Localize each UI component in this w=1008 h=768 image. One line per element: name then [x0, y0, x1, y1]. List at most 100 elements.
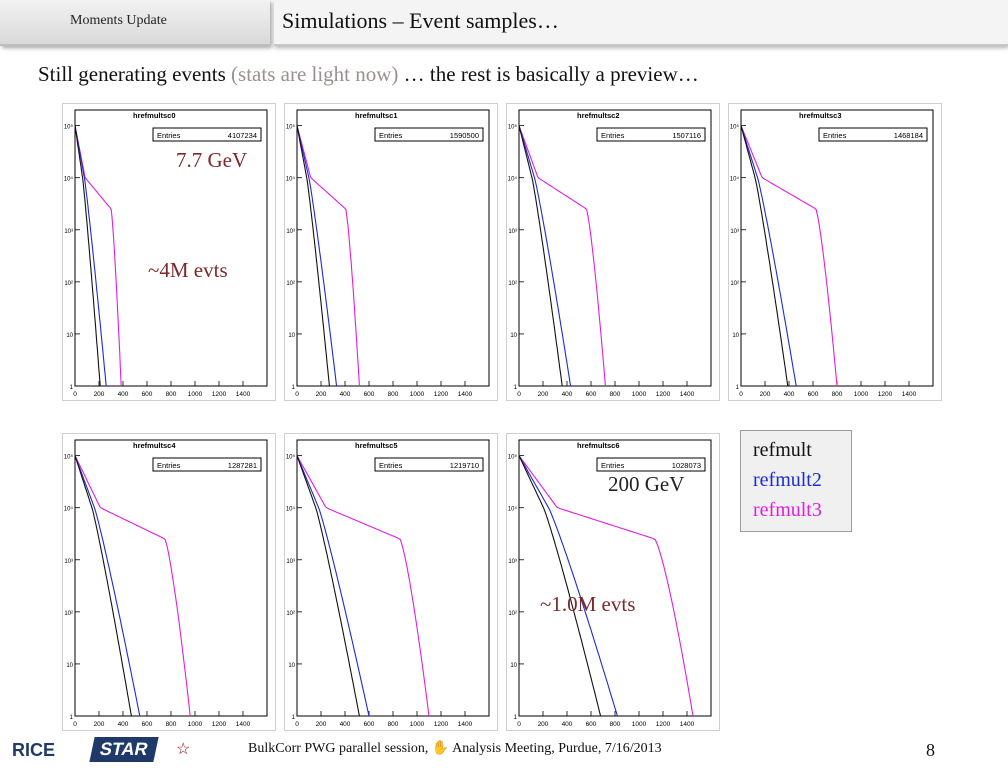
histogram-curve: [740, 125, 789, 387]
events-label-low: ~4M evts: [148, 258, 228, 282]
histogram-curve: [518, 455, 618, 717]
stats-entries-label: Entries: [601, 461, 625, 470]
histogram-panel-1: 1 10 10² 10³ 10⁴ 10⁵ 0 200 400 600 800 1000 1200 1400…: [284, 103, 498, 401]
y-tick-label: 10⁴: [286, 506, 296, 513]
x-tick-label: 1200: [878, 391, 893, 398]
histogram-curve: [518, 125, 563, 387]
legend-item-refmult2: refmult2: [753, 469, 822, 491]
x-tick-label: 1200: [656, 391, 671, 398]
histogram-curve: [518, 125, 572, 387]
histogram-panel-5: 1 10 10² 10³ 10⁴ 10⁵ 0 200 400 600 800 1000 1200 1400…: [284, 433, 498, 731]
y-tick-label: 10: [66, 333, 73, 339]
histogram-svg: 1 10 10² 10³ 10⁴ 10⁵ 0 200 400 600 800 1000 1200 1400…: [64, 439, 268, 728]
x-tick-label: 200: [316, 391, 327, 398]
histogram-panel-2: 1 10 10² 10³ 10⁴ 10⁵ 0 200 400 600 800 1000 1200 1400…: [506, 103, 720, 401]
x-tick-label: 1000: [188, 391, 203, 398]
slide-title-bar: Simulations – Event samples…: [274, 0, 1008, 46]
x-tick-label: 0: [739, 391, 743, 398]
x-tick-label: 800: [166, 721, 177, 728]
x-tick-label: 0: [517, 721, 521, 728]
y-tick-label: 10³: [508, 229, 517, 235]
histogram-curve: [74, 125, 101, 387]
y-tick-label: 10²: [508, 611, 517, 617]
y-tick-label: 10⁵: [730, 124, 740, 131]
histogram-panel-6: 1 10 10² 10³ 10⁴ 10⁵ 0 200 400 600 800 1000 1200 1400…: [506, 433, 720, 731]
x-tick-label: 1000: [632, 721, 647, 728]
section-tab: Moments Update: [0, 0, 270, 46]
stats-entries-value: 1468184: [894, 131, 923, 140]
histogram-curve: [296, 455, 360, 717]
stats-entries-value: 1028073: [672, 461, 701, 470]
y-tick-label: 10²: [730, 281, 739, 287]
x-tick-label: 600: [142, 721, 153, 728]
x-tick-label: 1200: [656, 721, 671, 728]
x-tick-label: 1400: [458, 721, 473, 728]
histogram-curve: [74, 455, 132, 717]
x-tick-label: 600: [586, 721, 597, 728]
x-tick-label: 1200: [434, 721, 449, 728]
y-tick-label: 1: [292, 385, 296, 391]
y-tick-label: 10²: [64, 611, 73, 617]
subtitle-part3: … the rest is basically a preview…: [398, 62, 699, 86]
histogram-curve: [296, 455, 370, 717]
x-tick-label: 0: [517, 391, 521, 398]
histogram-title: hrefmultsc6: [577, 441, 620, 450]
stats-entries-label: Entries: [157, 461, 181, 470]
x-tick-label: 200: [94, 721, 105, 728]
histogram-curve: [518, 455, 694, 717]
y-tick-label: 10: [288, 333, 295, 339]
histogram-svg: 1 10 10² 10³ 10⁴ 10⁵ 0 200 400 600 800 1000 1200 1400…: [286, 109, 490, 398]
stats-entries-value: 1590500: [450, 131, 479, 140]
x-tick-label: 600: [142, 391, 153, 398]
events-label-high: ~1.0M evts: [540, 592, 636, 616]
histogram-svg: 1 10 10² 10³ 10⁴ 10⁵ 0 200 400 600 800 1000 1200 1400…: [508, 109, 712, 398]
x-tick-label: 0: [73, 721, 77, 728]
star-logo: STAR: [89, 737, 159, 762]
y-tick-label: 1: [514, 385, 518, 391]
rice-logo: RICE: [12, 740, 56, 760]
stats-entries-value: 4107234: [228, 131, 257, 140]
y-tick-label: 1: [70, 715, 74, 721]
histogram-curve: [740, 125, 838, 387]
y-tick-label: 10²: [508, 281, 517, 287]
y-tick-label: 10: [510, 333, 517, 339]
histogram-title: hrefmultsc4: [133, 441, 176, 450]
y-tick-label: 1: [514, 715, 518, 721]
energy-label-high: 200 GeV: [608, 472, 685, 496]
y-tick-label: 10²: [286, 611, 295, 617]
histogram-curve: [74, 455, 191, 717]
subtitle-part1: Still generating events: [38, 62, 232, 86]
x-tick-label: 400: [562, 391, 573, 398]
y-tick-label: 10³: [730, 229, 739, 235]
histogram-panel-3: 1 10 10² 10³ 10⁴ 10⁵ 0 200 400 600 800 1000 1200 1400…: [728, 103, 942, 401]
x-tick-label: 1400: [236, 721, 251, 728]
y-tick-label: 10: [510, 663, 517, 669]
x-tick-label: 1000: [854, 391, 869, 398]
stats-entries-label: Entries: [601, 131, 625, 140]
histogram-curve: [74, 125, 107, 387]
x-tick-label: 1400: [236, 391, 251, 398]
stats-entries-value: 1219710: [450, 461, 479, 470]
y-tick-label: 10⁴: [64, 176, 74, 183]
subtitle-part2: (stats are light now): [231, 62, 399, 86]
y-tick-label: 10³: [64, 559, 73, 565]
histogram-title: hrefmultsc1: [355, 111, 398, 120]
x-tick-label: 1000: [410, 391, 425, 398]
x-tick-label: 1400: [680, 721, 695, 728]
x-tick-label: 800: [388, 391, 399, 398]
slide-title: Simulations – Event samples…: [282, 8, 559, 33]
x-tick-label: 1200: [212, 391, 227, 398]
x-tick-label: 800: [166, 391, 177, 398]
y-tick-label: 10⁴: [508, 506, 518, 513]
histogram-title: hrefmultsc2: [577, 111, 620, 120]
x-tick-label: 1000: [632, 391, 647, 398]
x-tick-label: 800: [610, 391, 621, 398]
histogram-curve: [296, 455, 430, 717]
y-tick-label: 10⁴: [64, 506, 74, 513]
histogram-panel-0: 1 10 10² 10³ 10⁴ 10⁵ 0 200 400 600 800 1000 1200 1400…: [62, 103, 276, 401]
histogram-curve: [296, 125, 330, 387]
x-tick-label: 1000: [410, 721, 425, 728]
y-tick-label: 10: [66, 663, 73, 669]
star-icon: ☆: [176, 741, 191, 758]
histogram-svg: 1 10 10² 10³ 10⁴ 10⁵ 0 200 400 600 800 1000 1200 1400…: [730, 109, 934, 398]
